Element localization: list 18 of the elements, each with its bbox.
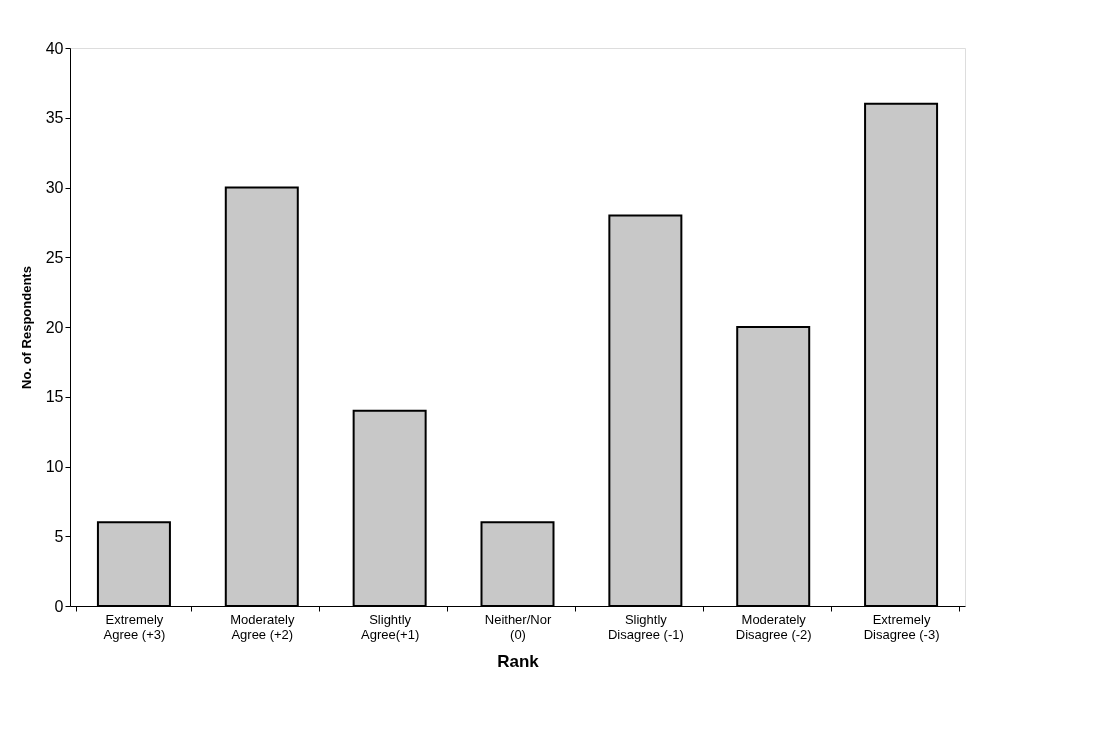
y-tick-label: 20 [45, 318, 64, 336]
y-tick-label: 10 [45, 458, 64, 475]
y-axis-title: No. of Respondents [18, 266, 34, 389]
x-tick-label: Moderately Agree (+2) [230, 611, 295, 642]
x-tick-label: Extremely Agree (+3) [103, 611, 166, 642]
y-tick-label: 5 [54, 527, 64, 545]
y-tick-label: 40 [45, 39, 64, 57]
x-tick-label: Moderately Disagree (-2) [735, 611, 812, 642]
y-tick-label: 0 [54, 597, 64, 615]
x-tick-label: Slightly Disagree (-1) [607, 611, 684, 642]
x-tick-label: Slightly Agree(+1) [361, 611, 420, 642]
x-tick-label: Neither/Nor (0) [484, 611, 552, 642]
x-axis-title: Rank [497, 651, 540, 671]
x-tick-label: Extremely Disagree (-3) [863, 611, 940, 642]
y-tick-label: 25 [45, 248, 64, 266]
y-tick-label: 35 [45, 109, 64, 127]
y-tick-label: 15 [45, 388, 64, 406]
y-tick-label: 30 [45, 179, 64, 196]
